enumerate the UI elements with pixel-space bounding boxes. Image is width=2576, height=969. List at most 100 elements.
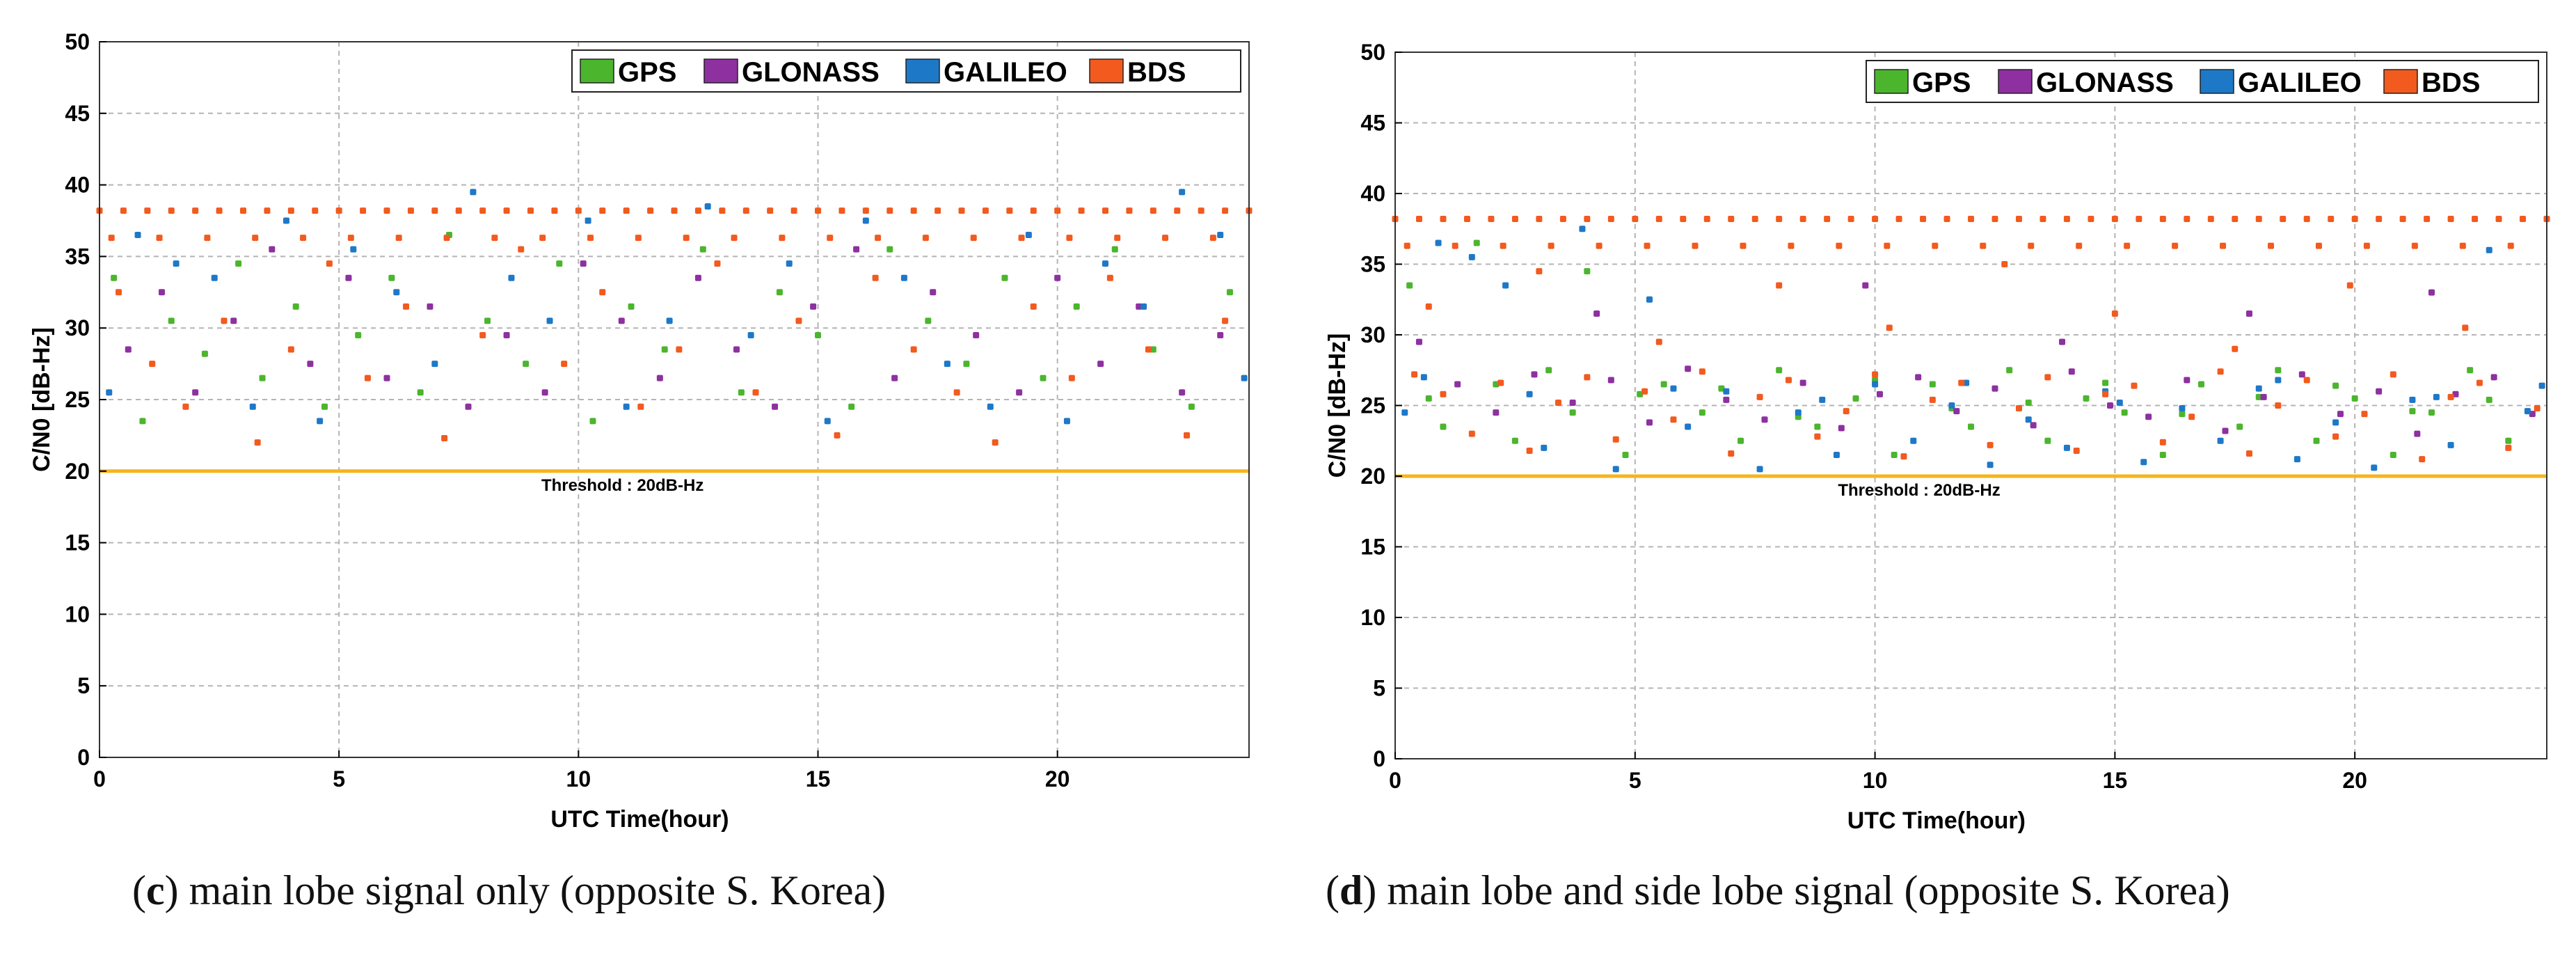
data-point-glonass <box>2452 391 2459 397</box>
data-point-galileo <box>862 217 869 224</box>
data-point-galileo <box>1435 239 1442 246</box>
caption-d: (d) main lobe and side lobe signal (oppo… <box>1326 867 2230 913</box>
data-point-bds <box>1066 235 1073 242</box>
data-point-bds <box>1145 346 1152 353</box>
x-tick-label: 0 <box>1389 768 1401 793</box>
data-point-galileo <box>1910 437 1917 444</box>
data-point-galileo <box>283 217 289 224</box>
data-point-bds <box>2255 216 2262 223</box>
data-point-bds <box>2111 216 2118 223</box>
data-point-bds <box>1655 216 1662 223</box>
data-point-gps <box>887 246 893 253</box>
data-point-bds <box>1836 242 1843 249</box>
data-point-bds <box>1644 242 1651 249</box>
data-point-gps <box>201 350 208 357</box>
data-point-bds <box>182 403 189 410</box>
data-point-galileo <box>1685 423 1692 430</box>
data-point-bds <box>518 246 525 253</box>
data-point-bds <box>2303 377 2310 384</box>
data-point-bds <box>1788 242 1795 249</box>
data-point-bds <box>2159 216 2166 223</box>
data-point-bds <box>1559 216 1566 223</box>
data-point-galileo <box>2217 437 2224 444</box>
data-point-gps <box>848 403 855 410</box>
data-point-bds <box>862 207 869 214</box>
data-point-bds <box>1209 235 1216 242</box>
data-point-glonass <box>2245 310 2252 317</box>
series-bds <box>1392 216 2550 463</box>
data-point-gps <box>2025 399 2032 406</box>
data-point-glonass <box>1179 389 1186 396</box>
data-point-gps <box>1718 385 1725 392</box>
data-point-bds <box>2063 216 2070 223</box>
caption-c-text: main lobe signal only (opposite S. Korea… <box>178 867 887 913</box>
data-point-bds <box>779 235 786 242</box>
data-point-bds <box>1847 216 1854 223</box>
y-tick-label: 10 <box>65 601 90 627</box>
data-point-gps <box>2313 437 2320 444</box>
data-point-bds <box>395 235 402 242</box>
data-point-glonass <box>2428 289 2435 296</box>
legend-swatch-gps <box>580 58 614 84</box>
data-point-bds <box>443 235 450 242</box>
data-point-bds <box>1440 391 1447 397</box>
legend-swatch-gps <box>1874 69 1909 94</box>
y-tick-label: 25 <box>65 387 90 412</box>
data-point-bds <box>2028 242 2035 249</box>
data-point-glonass <box>1593 310 1600 317</box>
data-point-bds <box>1500 242 1506 249</box>
data-point-galileo <box>2524 408 2531 415</box>
data-point-bds <box>551 207 558 214</box>
data-point-bds <box>587 235 594 242</box>
data-point-galileo <box>1833 452 1840 459</box>
data-point-bds <box>1102 207 1108 214</box>
data-point-glonass <box>2145 413 2152 420</box>
data-point-bds <box>910 207 917 214</box>
data-point-glonass <box>1136 303 1143 310</box>
data-point-bds <box>815 207 821 214</box>
data-point-galileo <box>1241 375 1248 381</box>
data-point-bds <box>287 346 294 353</box>
data-point-bds <box>2361 411 2368 418</box>
data-point-bds <box>1728 216 1735 223</box>
data-point-bds <box>719 207 726 214</box>
data-point-bds <box>1488 216 1495 223</box>
data-point-gps <box>417 389 424 396</box>
data-point-bds <box>2363 242 2370 249</box>
data-point-glonass <box>541 389 548 396</box>
data-point-bds <box>1584 374 1591 381</box>
data-point-galileo <box>704 203 711 210</box>
legend-label-gps: GPS <box>618 57 676 88</box>
series-galileo <box>106 189 1248 425</box>
data-point-bds <box>1497 379 1504 386</box>
data-point-galileo <box>1612 466 1619 473</box>
data-point-galileo <box>1526 391 1533 397</box>
series-gps <box>1406 239 2512 459</box>
data-point-bds <box>910 346 917 353</box>
data-point-bds <box>2232 216 2239 223</box>
data-point-galileo <box>666 317 673 324</box>
data-point-glonass <box>1646 419 1653 426</box>
data-point-gps <box>1660 381 1667 388</box>
threshold-label: Threshold : 20dB-Hz <box>1838 481 2000 500</box>
y-tick-label: 50 <box>1360 40 1385 65</box>
data-point-bds <box>360 207 367 214</box>
data-point-bds <box>2131 382 2138 389</box>
data-point-gps <box>2255 393 2262 400</box>
data-point-bds <box>1404 242 1410 249</box>
data-point-bds <box>1174 207 1181 214</box>
data-point-glonass <box>2490 374 2497 381</box>
y-axis-label: C/N0 [dB-Hz] <box>29 327 55 472</box>
data-point-gps <box>628 303 635 310</box>
data-point-gps <box>235 260 242 267</box>
data-point-bds <box>455 207 462 214</box>
data-point-galileo <box>2332 419 2339 426</box>
data-point-gps <box>1040 375 1047 381</box>
data-point-glonass <box>307 361 314 368</box>
data-point-bds <box>1114 235 1121 242</box>
data-point-gps <box>2390 452 2396 459</box>
data-point-bds <box>1452 242 1458 249</box>
data-point-bds <box>312 207 319 214</box>
data-point-glonass <box>503 331 510 338</box>
data-point-galileo <box>431 361 438 368</box>
